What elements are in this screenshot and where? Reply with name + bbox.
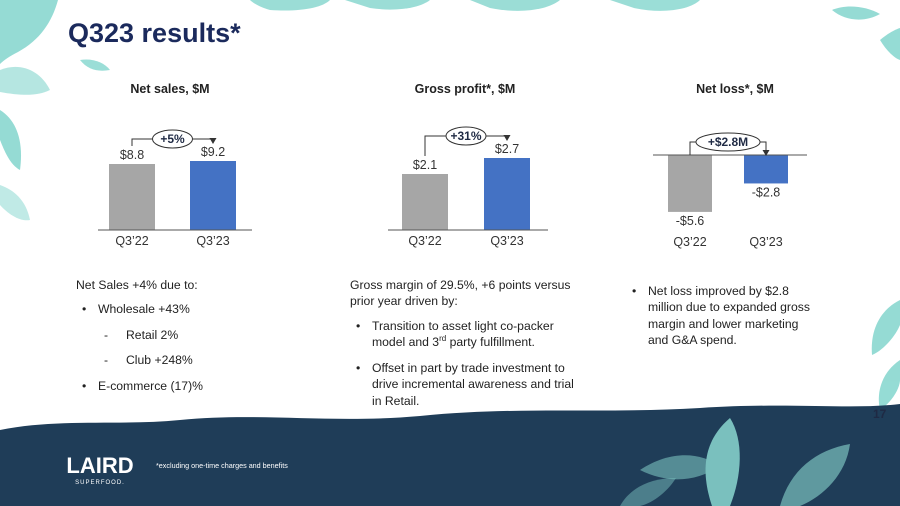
page-number: 17	[873, 407, 887, 421]
value-label-0: -$5.6	[676, 214, 705, 228]
bar-1	[190, 161, 236, 230]
leaf-decoration-right	[832, 6, 900, 410]
net-loss-bar-chart: -$5.6 -$2.8 Q3’22 Q3’23 +$2.8M	[653, 132, 807, 249]
value-label-0: $8.8	[120, 148, 144, 162]
net-sales-commentary: Net Sales +4% due to: Wholesale +43% Ret…	[76, 277, 296, 403]
gross-profit-bar-chart: $2.1 $2.7 Q3’22 Q3’23 +31%	[388, 126, 548, 248]
bar-0	[402, 174, 448, 230]
value-label-1: -$2.8	[752, 185, 781, 199]
category-label-0: Q3’22	[673, 235, 706, 249]
sub-bullet-club: Club +248%	[76, 352, 296, 369]
growth-badge	[152, 129, 193, 149]
bar-0	[668, 155, 712, 212]
growth-badge	[695, 132, 761, 152]
growth-badge	[445, 126, 487, 146]
chart-title-net-sales: Net sales, $M	[130, 82, 210, 96]
leaf-decoration-bottom	[620, 418, 850, 506]
chart-title-net-loss: Net loss*, $M	[696, 82, 774, 96]
category-label-0: Q3’22	[408, 234, 441, 248]
category-label-0: Q3’22	[115, 234, 148, 248]
leaf-decoration-top	[80, 0, 700, 71]
growth-arrowhead	[762, 150, 770, 156]
bullet-net-loss: Net loss improved by $2.8 million due to…	[626, 283, 812, 349]
laird-superfood-logo: LAIRD SUPERFOOD.	[66, 453, 133, 486]
gross-profit-commentary: Gross margin of 29.5%, +6 points versus …	[350, 277, 582, 418]
category-label-1: Q3’23	[490, 234, 523, 248]
value-label-0: $2.1	[413, 158, 437, 172]
footnote: *excluding one-time charges and benefits	[156, 461, 288, 470]
growth-arrowhead	[209, 138, 217, 144]
bullet-wholesale: Wholesale +43%	[76, 301, 296, 318]
bar-1	[484, 158, 530, 230]
net-sales-bar-chart: $8.8 $9.2 Q3’22 Q3’23 +5%	[98, 129, 252, 248]
bullet-trade-investment: Offset in part by trade investment to dr…	[350, 360, 582, 409]
bullet-co-packer-sup: rd	[439, 334, 447, 344]
bullet-co-packer-text-b: party fulfillment.	[446, 335, 535, 350]
value-label-1: $9.2	[201, 145, 225, 159]
leaf-decoration-top-left	[0, 0, 58, 221]
bullet-co-packer: Transition to asset light co-packer mode…	[350, 318, 582, 351]
growth-badge-label: +31%	[450, 129, 481, 143]
bullet-co-packer-text-a: Transition to asset light co-packer mode…	[372, 318, 554, 350]
gross-profit-lead: Gross margin of 29.5%, +6 points versus …	[350, 278, 571, 309]
slide-title: Q323 results*	[68, 18, 241, 48]
bullet-ecommerce: E-commerce (17)%	[76, 378, 296, 395]
bottom-band	[0, 404, 900, 506]
bar-1	[744, 155, 788, 184]
category-label-1: Q3’23	[749, 235, 782, 249]
chart-title-gross-profit: Gross profit*, $M	[414, 82, 516, 96]
bar-0	[109, 164, 155, 230]
growth-arrowhead	[503, 135, 511, 141]
growth-badge-label: +$2.8M	[708, 135, 748, 149]
net-sales-lead: Net Sales +4% due to:	[76, 278, 198, 292]
logo-subtext: SUPERFOOD.	[75, 480, 125, 486]
sub-bullet-retail: Retail 2%	[76, 327, 296, 344]
net-loss-commentary: Net loss improved by $2.8 million due to…	[626, 283, 812, 358]
growth-badge-label: +5%	[160, 132, 185, 146]
logo-text: LAIRD	[66, 453, 133, 478]
value-label-1: $2.7	[495, 142, 519, 156]
category-label-1: Q3’23	[196, 234, 229, 248]
